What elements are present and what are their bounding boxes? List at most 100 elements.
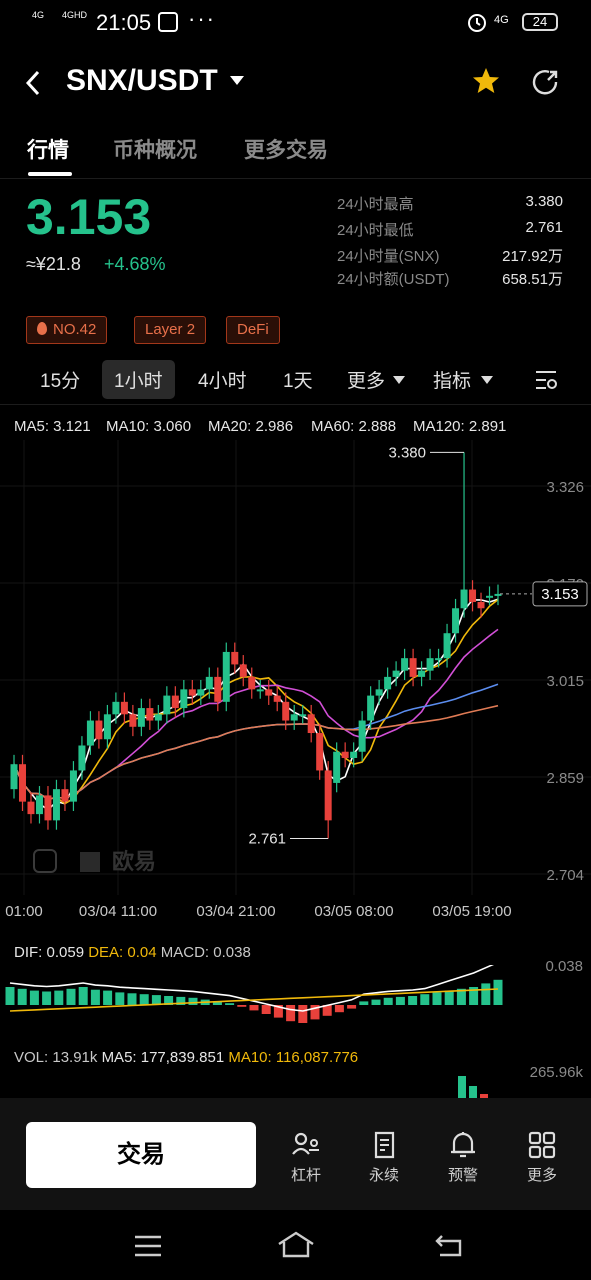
stat-label-volume: 24小时量(SNX) [337,248,440,265]
stat-value-turnover: 658.51万 [502,271,563,288]
menu-icon[interactable] [133,1234,163,1258]
app-notification-icon [158,12,178,32]
chevron-down-icon[interactable] [228,74,246,88]
nav-margin[interactable]: 杠杆 [276,1130,336,1185]
tab-market[interactable]: 行情 [27,139,69,162]
high-marker-label: 3.380 [388,444,426,461]
macd-bar [261,1005,271,1014]
candle-body [290,714,298,721]
back-icon[interactable] [22,68,44,98]
price-change: +4.68% [104,254,166,274]
nav-more[interactable]: 更多 [512,1130,572,1185]
candle-body [205,676,213,690]
candle-body [341,751,349,758]
alarm-icon [468,14,486,32]
share-icon[interactable] [530,67,560,97]
candle-body [358,720,366,752]
macd-axis-label: 0.038 [545,958,583,975]
candle-body [307,714,315,734]
signal-icon: 4G [32,10,45,20]
macd-chart [5,965,503,1023]
rank-tag[interactable]: NO.42 [26,316,108,344]
defi-tag[interactable]: DeFi [226,316,280,344]
indicator-button[interactable]: 指标 [433,371,472,392]
more-dots-icon: ··· [188,6,216,31]
y-tick-label: 3.326 [546,479,584,496]
ma20-label: MA20: 2.986 [208,418,294,435]
candle-body [248,676,256,690]
candle-body [120,701,128,715]
interval-15m[interactable]: 15分 [40,371,81,392]
tab-coin-overview[interactable]: 币种概况 [113,139,197,162]
candle-body [239,664,247,677]
candle-body [460,589,468,609]
candle-body [137,708,145,727]
interval-more[interactable]: 更多 [347,371,386,392]
candle-body [27,801,35,815]
macd-bar [176,996,186,1005]
x-tick-label: 03/04 11:00 [79,903,157,920]
macd-bar [322,1005,332,1016]
layer2-tag[interactable]: Layer 2 [134,316,207,344]
macd-bar [5,987,15,1005]
candle-body [477,602,485,609]
candle-body [61,789,69,802]
candle-body [409,658,417,677]
candle-body [367,695,375,721]
macd-bar [90,989,100,1005]
macd-value: MACD: 0.038 [160,944,251,961]
candle-body [418,670,426,677]
candle-body [384,676,392,690]
macd-bar [371,999,381,1005]
ma5-line [13,598,499,812]
candle-body [350,751,358,758]
star-icon[interactable] [471,66,501,96]
candle-body [299,714,307,717]
macd-bar [237,1005,247,1007]
macd-bar [151,995,161,1005]
interval-1h[interactable]: 1小时 [102,360,175,399]
candle-body [443,633,451,659]
candle-body [188,689,196,696]
perpetual-icon [374,1131,395,1159]
bell-icon [451,1132,475,1158]
nav-perpetual[interactable]: 永续 [354,1130,414,1185]
macd-bar [334,1005,344,1013]
divider [0,404,591,405]
candle-body [282,701,290,721]
trade-button[interactable]: 交易 [26,1122,256,1188]
chevron-down-icon [481,376,493,384]
macd-bar [249,1005,259,1011]
macd-bar [298,1005,308,1023]
margin-icon [292,1132,319,1155]
candle-body [163,695,171,715]
nav-alert[interactable]: 预警 [433,1130,493,1185]
battery-icon: 24 [522,13,558,31]
macd-bar [444,990,454,1005]
back-nav-icon[interactable] [434,1232,466,1258]
interval-1d[interactable]: 1天 [283,371,313,392]
pair-title[interactable]: SNX/USDT [66,64,218,97]
candle-body [112,701,120,715]
candle-body [154,714,162,721]
last-price: 3.153 [26,189,152,245]
candle-body [86,720,94,746]
interval-4h[interactable]: 4小时 [198,371,247,392]
candle-body [426,658,434,671]
y-tick-label: 2.859 [546,770,584,787]
home-icon[interactable] [276,1230,316,1260]
candle-body [146,708,154,721]
candle-body [52,789,60,821]
fire-icon [37,322,47,335]
tab-more-trading[interactable]: 更多交易 [244,139,328,162]
candle-body [103,714,111,740]
ma5-label: MA5: 3.121 [14,418,91,435]
candle-body [231,651,239,665]
volume-ma5: MA5: 177,839.851 [101,1049,225,1066]
macd-bar [456,988,466,1005]
candle-body [214,676,222,702]
chart-settings-icon[interactable] [534,368,560,392]
macd-bar [164,996,174,1005]
ma120-label: MA120: 2.891 [413,418,507,435]
